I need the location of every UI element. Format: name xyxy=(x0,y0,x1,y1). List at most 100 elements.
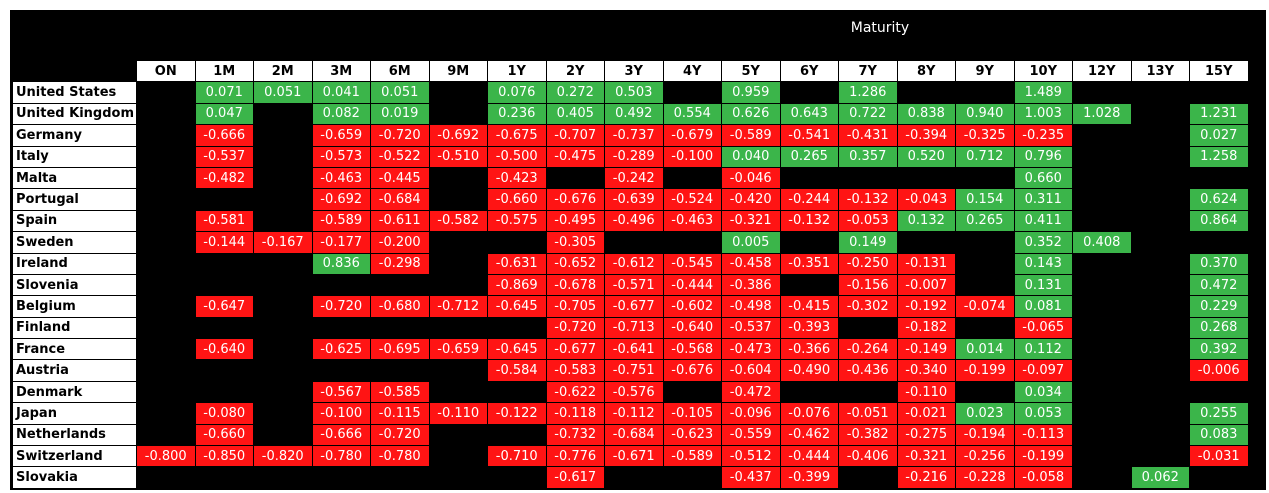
heatmap-cell-empty xyxy=(428,466,488,489)
heatmap-cell-empty xyxy=(1189,231,1249,254)
heatmap-cell-empty xyxy=(253,466,313,489)
heatmap-cell: 0.940 xyxy=(955,102,1015,126)
row-label: Japan xyxy=(12,402,137,425)
heatmap-cell: -0.582 xyxy=(428,209,488,233)
heatmap-cell: 0.255 xyxy=(1189,402,1249,425)
heatmap-cell-empty xyxy=(1072,188,1132,211)
table-row: France -0.640 -0.625 -0.695 -0.659 -0.645 -0.6… xyxy=(12,338,1249,361)
heatmap-cell: -0.325 xyxy=(955,124,1015,147)
header-corner xyxy=(12,59,137,83)
row-label: Belgium xyxy=(12,295,137,318)
heatmap-cell-empty xyxy=(428,316,488,340)
heatmap-cell-empty xyxy=(896,81,956,104)
heatmap-cell: -0.631 xyxy=(487,252,547,275)
heatmap-cell: -0.021 xyxy=(896,402,956,425)
heatmap-cell: -0.495 xyxy=(545,209,605,233)
heatmap-cell: 0.236 xyxy=(487,102,547,126)
heatmap-cell: -0.110 xyxy=(896,380,956,404)
heatmap-cell-empty xyxy=(1130,273,1190,297)
heatmap-cell: -0.589 xyxy=(311,209,371,233)
heatmap-cell: -0.692 xyxy=(428,124,488,147)
heatmap-cell: -0.659 xyxy=(428,338,488,361)
heatmap-cell: -0.149 xyxy=(896,338,956,361)
heatmap-cell: -0.720 xyxy=(311,295,371,318)
heatmap-cell: -0.720 xyxy=(370,124,430,147)
heatmap-cell-empty xyxy=(955,273,1015,297)
heatmap-cell: 0.019 xyxy=(370,102,430,126)
heatmap-cell: -0.567 xyxy=(311,380,371,404)
heatmap-cell: -0.132 xyxy=(779,209,839,233)
heatmap-cell: -0.394 xyxy=(896,124,956,147)
heatmap-cell: -0.524 xyxy=(662,188,722,211)
table-row: Sweden -0.144 -0.167 -0.177 -0.200 -0.305 0.00… xyxy=(12,231,1249,254)
heatmap-cell: -0.216 xyxy=(896,466,956,489)
heatmap-cell-empty xyxy=(896,231,956,254)
heatmap-cell-empty xyxy=(779,81,839,104)
heatmap-cell: -0.074 xyxy=(955,295,1015,318)
row-label: Spain xyxy=(12,209,137,233)
heatmap-cell-empty xyxy=(253,188,313,211)
heatmap-cell: -0.496 xyxy=(604,209,664,233)
heatmap-cell: -0.576 xyxy=(604,380,664,404)
heatmap-cell: -0.705 xyxy=(545,295,605,318)
heatmap-cell-empty xyxy=(136,166,196,190)
heatmap-cell: 0.071 xyxy=(194,81,254,104)
heatmap-cell-empty xyxy=(253,145,313,168)
heatmap-cell: -0.652 xyxy=(545,252,605,275)
heatmap-cell: -0.321 xyxy=(896,445,956,468)
heatmap-cell: -0.431 xyxy=(838,124,898,147)
heatmap-cell-empty xyxy=(487,231,547,254)
heatmap-cell: -0.420 xyxy=(721,188,781,211)
column-header-13y: 13Y xyxy=(1130,59,1190,83)
heatmap-cell: -0.732 xyxy=(545,423,605,447)
heatmap-cell: -0.639 xyxy=(604,188,664,211)
yield-heatmap-table: ON 1M 2M 3M 6M 9M 1Y 2Y 3Y 4Y 5Y 6Y 7Y 8Y 9Y 10Y 12Y 13Y 1… xyxy=(12,59,1249,489)
heatmap-cell: 0.081 xyxy=(1013,295,1073,318)
heatmap-cell: -0.199 xyxy=(955,359,1015,382)
heatmap-cell: -0.677 xyxy=(545,338,605,361)
heatmap-cell: 0.626 xyxy=(721,102,781,126)
column-header-5y: 5Y xyxy=(721,59,781,83)
heatmap-cell: -0.200 xyxy=(370,231,430,254)
heatmap-cell-empty xyxy=(1072,359,1132,382)
heatmap-cell-empty xyxy=(253,252,313,275)
table-row: Austria -0.584 -0.583 -0.751 -0.676 -0.604 -0.… xyxy=(12,359,1249,382)
heatmap-cell: -0.436 xyxy=(838,359,898,382)
table-row: Switzerland -0.800 -0.850 -0.820 -0.780 -0.78… xyxy=(12,445,1249,468)
heatmap-cell: -0.340 xyxy=(896,359,956,382)
heatmap-cell-empty xyxy=(253,359,313,382)
heatmap-cell: -0.264 xyxy=(838,338,898,361)
heatmap-cell-empty xyxy=(253,273,313,297)
heatmap-cell-empty xyxy=(955,252,1015,275)
heatmap-cell: -0.475 xyxy=(545,145,605,168)
heatmap-cell-empty xyxy=(311,273,371,297)
heatmap-cell-empty xyxy=(136,402,196,425)
table-row: Ireland 0.836 -0.298 -0.631 -0.652 -0.612 -0.5… xyxy=(12,252,1249,275)
heatmap-cell-empty xyxy=(136,231,196,254)
heatmap-cell-empty xyxy=(194,380,254,404)
heatmap-cell: -0.612 xyxy=(604,252,664,275)
heatmap-cell-empty xyxy=(1130,102,1190,126)
heatmap-cell-empty xyxy=(428,423,488,447)
heatmap-cell: -0.490 xyxy=(779,359,839,382)
heatmap-cell: 0.027 xyxy=(1189,124,1249,147)
column-header-on: ON xyxy=(136,59,196,83)
heatmap-cell: -0.473 xyxy=(721,338,781,361)
heatmap-cell-empty xyxy=(1072,466,1132,489)
heatmap-cell: -0.228 xyxy=(955,466,1015,489)
heatmap-cell: -0.710 xyxy=(487,445,547,468)
heatmap-cell: -0.131 xyxy=(896,252,956,275)
heatmap-cell: -0.112 xyxy=(604,402,664,425)
heatmap-cell: 0.392 xyxy=(1189,338,1249,361)
heatmap-cell: -0.076 xyxy=(779,402,839,425)
heatmap-cell: -0.645 xyxy=(487,295,547,318)
heatmap-cell: -0.780 xyxy=(311,445,371,468)
heatmap-cell-empty xyxy=(136,102,196,126)
heatmap-cell: 1.258 xyxy=(1189,145,1249,168)
heatmap-cell: 0.272 xyxy=(545,81,605,104)
heatmap-cell: -0.366 xyxy=(779,338,839,361)
heatmap-cell-empty xyxy=(1072,124,1132,147)
heatmap-cell-empty xyxy=(779,380,839,404)
column-header-12y: 12Y xyxy=(1072,59,1132,83)
heatmap-cell: -0.671 xyxy=(604,445,664,468)
